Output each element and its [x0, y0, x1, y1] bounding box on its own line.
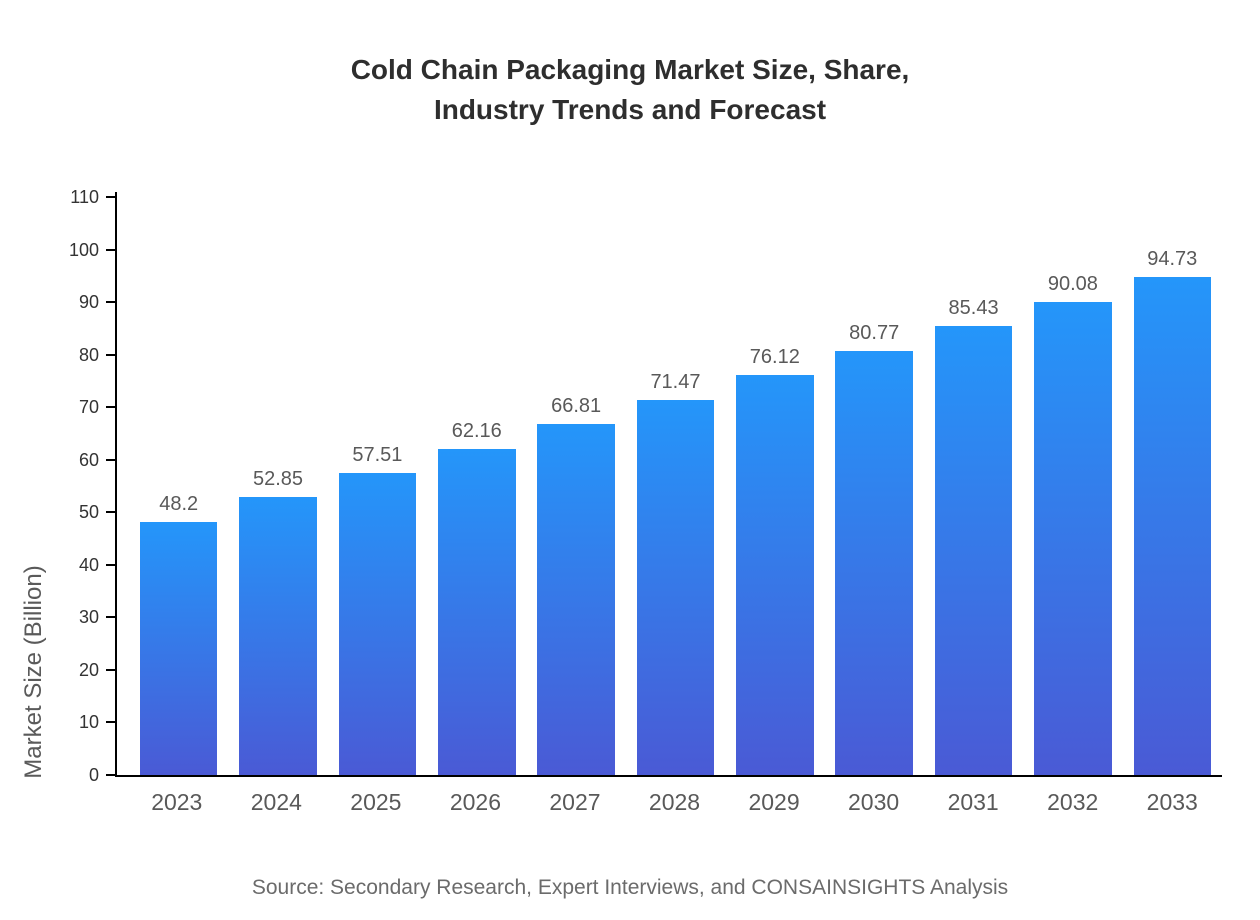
- bar-2027: [537, 424, 615, 775]
- bar-column: 85.43: [924, 192, 1023, 775]
- bar-2023: [139, 521, 218, 775]
- bar-2028: [636, 399, 715, 775]
- chart-title: Cold Chain Packaging Market Size, Share,…: [350, 54, 910, 125]
- bar-2029: [736, 375, 814, 775]
- bar-value-label: 90.08: [1047, 272, 1098, 295]
- y-tick-label: 110: [70, 187, 99, 208]
- y-tick-label: 10: [78, 712, 99, 733]
- y-axis-title: Market Size (Billion): [20, 565, 47, 779]
- y-tick-label: 90: [78, 292, 99, 313]
- bar-column: 76.12: [725, 192, 824, 775]
- x-tick-label: 2032: [1047, 789, 1099, 815]
- bar-column: 48.2: [129, 192, 228, 775]
- y-tick-mark: [106, 406, 115, 409]
- bar-value-label: 52.85: [253, 468, 304, 491]
- plot-wrapper: 0 10 20 30 40 50 60 70 80 90 100 110 48.2 52.85 57.51…: [69, 188, 1222, 816]
- x-tick-label: 2024: [250, 789, 302, 815]
- bar-column: 52.85: [228, 192, 327, 775]
- y-tick-label: 80: [78, 344, 99, 365]
- y-tick-mark: [106, 353, 115, 356]
- y-tick-label: 40: [78, 554, 99, 575]
- x-axis-labels: 2023 2024 2025 2026 2027 2028 2029 2030 2031 2032…: [115, 789, 1222, 816]
- y-tick-mark: [106, 458, 115, 461]
- bar-column: 62.16: [427, 192, 526, 775]
- y-tick-label: 20: [78, 659, 99, 680]
- bar-column: 57.51: [328, 192, 427, 775]
- x-tick-label: 2031: [947, 789, 999, 815]
- y-tick-mark: [106, 196, 115, 199]
- y-tick-label: 50: [78, 502, 99, 523]
- y-tick-mark: [106, 301, 115, 304]
- y-tick-label: 70: [78, 397, 99, 418]
- y-tick-mark: [106, 668, 115, 671]
- bar-2033: [1133, 277, 1212, 775]
- bar-2030: [835, 350, 913, 775]
- bar-value-label: 71.47: [650, 370, 701, 393]
- x-tick-label: 2026: [449, 789, 501, 815]
- y-tick-label: 0: [88, 765, 99, 785]
- y-tick-label: 60: [78, 449, 99, 470]
- bar-2026: [438, 448, 516, 775]
- bar-value-label: 66.81: [551, 395, 602, 418]
- bar-value-label: 80.77: [849, 321, 900, 344]
- y-tick-label: 30: [78, 607, 99, 628]
- bar-value-label: 85.43: [948, 297, 999, 320]
- bar-value-label: 48.2: [159, 492, 199, 515]
- x-tick-label: 2023: [151, 789, 203, 815]
- bars-row: 48.2 52.85 57.51 62.16 66.81 71.47 76.12 80.77 8…: [117, 192, 1222, 775]
- y-tick-mark: [106, 248, 115, 251]
- plot-area: 0 10 20 30 40 50 60 70 80 90 100 110 48.2 52.85 57.51…: [69, 188, 1222, 784]
- bar-column: 71.47: [626, 192, 725, 775]
- x-tick-label: 2025: [350, 789, 402, 815]
- y-tick-mark: [106, 563, 115, 566]
- y-tick-mark: [106, 616, 115, 619]
- y-tick-label: 100: [68, 239, 99, 260]
- bar-column: 66.81: [526, 192, 625, 775]
- bar-value-label: 76.12: [749, 346, 800, 369]
- x-tick-label: 2028: [648, 789, 701, 815]
- x-tick-label: 2029: [748, 789, 800, 815]
- bar-2031: [934, 326, 1013, 775]
- x-tick-label: 2027: [549, 789, 601, 815]
- bar-2024: [239, 497, 317, 775]
- bar-2032: [1034, 301, 1112, 775]
- bar-value-label: 62.16: [451, 419, 502, 442]
- y-tick-mark: [106, 774, 115, 776]
- bar-column: 80.77: [825, 192, 924, 775]
- y-tick-mark: [106, 721, 115, 724]
- x-tick-label: 2033: [1146, 789, 1198, 815]
- bar-column: 90.08: [1023, 192, 1122, 775]
- bar-2025: [338, 472, 417, 775]
- bar-column: 94.73: [1123, 192, 1222, 775]
- bar-value-label: 57.51: [352, 443, 403, 466]
- source-note: Source: Secondary Research, Expert Inter…: [251, 876, 1009, 899]
- y-tick-mark: [106, 511, 115, 514]
- bar-value-label: 94.73: [1147, 248, 1198, 271]
- x-tick-label: 2030: [848, 789, 900, 815]
- chart-region: Market Size (Billion) 0 10 20 30 40 50 60 70 80 9…: [0, 188, 1260, 816]
